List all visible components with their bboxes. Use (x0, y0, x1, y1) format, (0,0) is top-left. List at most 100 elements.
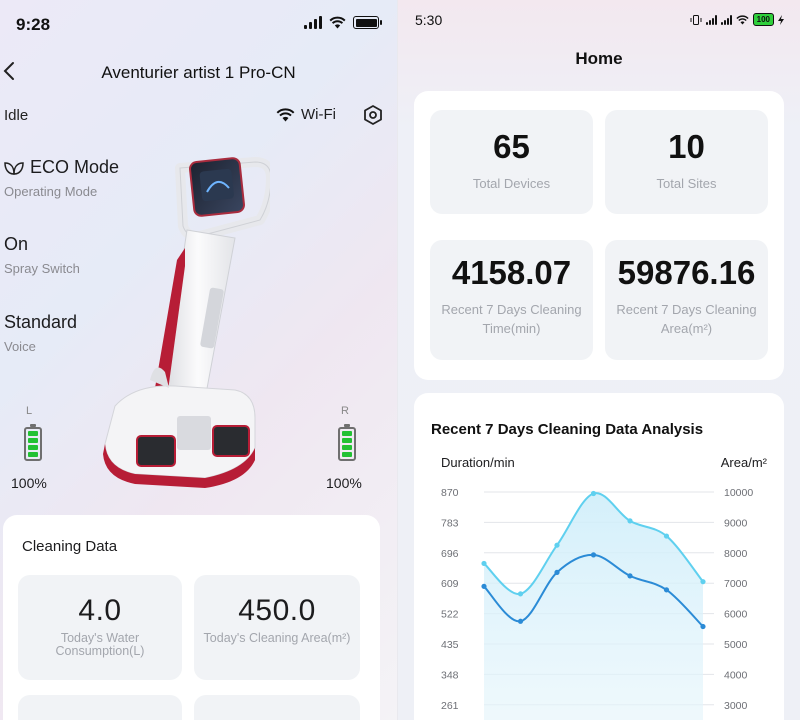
left-tick-label: 522 (441, 609, 459, 621)
left-tick-label: 435 (441, 639, 459, 651)
battery-left-percent: 100% (11, 475, 47, 491)
battery-icon (353, 16, 382, 29)
right-tick-label: 4000 (724, 669, 748, 681)
device-detail-screen: 9:28 Aventurier artist 1 Pro-CN Idle Wi- (0, 0, 397, 720)
total-devices-value: 65 (493, 128, 530, 165)
cleaning-data-tile (18, 695, 182, 720)
left-tick-label: 348 (441, 669, 459, 681)
signal-icon (304, 16, 322, 29)
water-consumption-value: 4.0 (78, 594, 122, 627)
right-tick-label: 9000 (724, 517, 748, 529)
battery-right-percent: 100% (326, 475, 362, 491)
status-icons: 100 (690, 13, 784, 26)
floor-scrubber-illustration (103, 157, 270, 488)
cleaning-data-card: Cleaning Data 4.0 Today's Water Consumpt… (3, 515, 380, 720)
cleaning-area-value: 450.0 (238, 594, 316, 627)
duration-point (517, 618, 524, 624)
voice-value: Standard (4, 312, 78, 332)
area-point (700, 579, 706, 585)
cleaning-area-value: 59876.16 (617, 254, 756, 291)
left-tick-label: 696 (441, 548, 459, 560)
cleaning-area-tile: 450.0 Today's Cleaning Area(m²) (194, 575, 360, 680)
duration-point (481, 583, 487, 589)
right-tick-label: 7000 (724, 578, 748, 590)
battery-left-label: L (26, 405, 33, 417)
left-axis-title: Duration/min (441, 455, 515, 470)
area-point (517, 591, 524, 597)
duration-point (663, 587, 670, 593)
summary-card: 65 Total Devices 10 Total Sites 4158.07 … (414, 91, 784, 380)
operating-mode[interactable]: ECO Mode Operating Mode (4, 157, 119, 199)
cleaning-area-label: Recent 7 Days Cleaning Area(m²) (616, 302, 757, 336)
charging-icon (778, 14, 784, 25)
status-time: 9:28 (16, 15, 51, 34)
wifi-icon (736, 14, 749, 24)
duration-point (554, 569, 560, 575)
battery-left-icon (24, 424, 42, 461)
area-point (663, 533, 670, 539)
wifi-status[interactable]: Wi-Fi (276, 106, 336, 123)
left-tick-label: 609 (441, 578, 459, 590)
water-consumption-tile: 4.0 Today's Water Consumption(L) (18, 575, 182, 680)
page-title: Home (575, 49, 623, 68)
duration-point (627, 573, 633, 579)
spray-switch-value: On (4, 234, 29, 254)
operating-mode-label: Operating Mode (4, 184, 98, 199)
chart-card: Recent 7 Days Cleaning Data Analysis Dur… (414, 393, 784, 720)
operating-mode-value: ECO Mode (30, 157, 120, 177)
water-consumption-label: Today's Water Consumption(L) (55, 631, 145, 658)
cleaning-time-tile: 4158.07 Recent 7 Days Cleaning Time(min) (430, 240, 593, 360)
voice-setting[interactable]: Standard Voice (4, 312, 77, 354)
status-time: 5:30 (415, 12, 443, 28)
settings-icon[interactable] (362, 104, 384, 126)
device-state: Idle (4, 107, 29, 124)
battery-indicator: 100 (752, 13, 774, 26)
vibrate-icon (690, 14, 702, 25)
total-devices-tile[interactable]: 65 Total Devices (430, 110, 593, 214)
leaf-icon (4, 161, 24, 175)
wifi-label: Wi-Fi (301, 106, 336, 123)
left-tick-label: 261 (441, 700, 459, 712)
battery-right-icon (338, 424, 356, 461)
wifi-icon (329, 16, 346, 29)
home-screen: 5:30 100 Home 65 Total Devices (398, 0, 800, 720)
duration-point (590, 552, 597, 558)
cleaning-time-label: Recent 7 Days Cleaning Time(min) (441, 302, 582, 336)
total-sites-value: 10 (668, 128, 705, 165)
chart-title: Recent 7 Days Cleaning Data Analysis (431, 421, 704, 438)
total-sites-tile[interactable]: 10 Total Sites (605, 110, 768, 214)
right-axis-title: Area/m² (720, 455, 767, 470)
cleaning-data-heading: Cleaning Data (22, 538, 118, 555)
voice-label: Voice (4, 339, 36, 354)
cleaning-line-chart: 870 10000 783 9000 696 8000 609 7000 522 6000 435 5… (441, 487, 753, 720)
left-tick-label: 783 (441, 517, 459, 529)
battery-right-label: R (341, 405, 349, 417)
right-tick-label: 3000 (724, 700, 748, 712)
right-tick-label: 6000 (724, 609, 748, 621)
right-tick-label: 5000 (724, 639, 748, 651)
right-tick-label: 8000 (724, 548, 748, 560)
cleaning-area-label: Today's Cleaning Area(m²) (203, 631, 351, 645)
spray-switch[interactable]: On Spray Switch (4, 234, 80, 276)
duration-point (700, 623, 706, 630)
signal-icon (720, 14, 732, 25)
back-button[interactable] (2, 60, 26, 86)
area-point (590, 490, 597, 497)
chevron-left-icon (3, 62, 14, 80)
area-fill (484, 493, 703, 720)
status-icons (304, 16, 382, 29)
cleaning-time-value: 4158.07 (451, 254, 572, 291)
total-devices-label: Total Devices (472, 176, 551, 191)
wifi-icon (276, 107, 295, 121)
total-sites-label: Total Sites (656, 176, 717, 191)
cleaning-data-tile (194, 695, 360, 720)
cleaning-area-tile: 59876.16 Recent 7 Days Cleaning Area(m²) (605, 240, 768, 360)
area-point (554, 542, 560, 548)
spray-switch-label: Spray Switch (4, 261, 80, 276)
right-tick-label: 10000 (724, 487, 753, 499)
signal-icon (705, 14, 717, 25)
device-title: Aventurier artist 1 Pro-CN (101, 63, 296, 82)
area-point (481, 560, 487, 567)
area-point (627, 518, 633, 524)
left-tick-label: 870 (441, 487, 459, 499)
